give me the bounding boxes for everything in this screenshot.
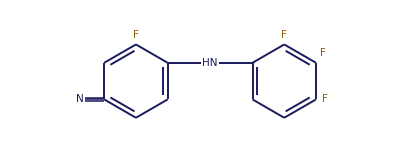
Text: F: F — [322, 94, 328, 104]
Text: F: F — [320, 48, 326, 58]
Text: F: F — [281, 30, 287, 40]
Text: N: N — [76, 94, 84, 104]
Text: HN: HN — [203, 58, 218, 68]
Text: F: F — [133, 30, 139, 40]
